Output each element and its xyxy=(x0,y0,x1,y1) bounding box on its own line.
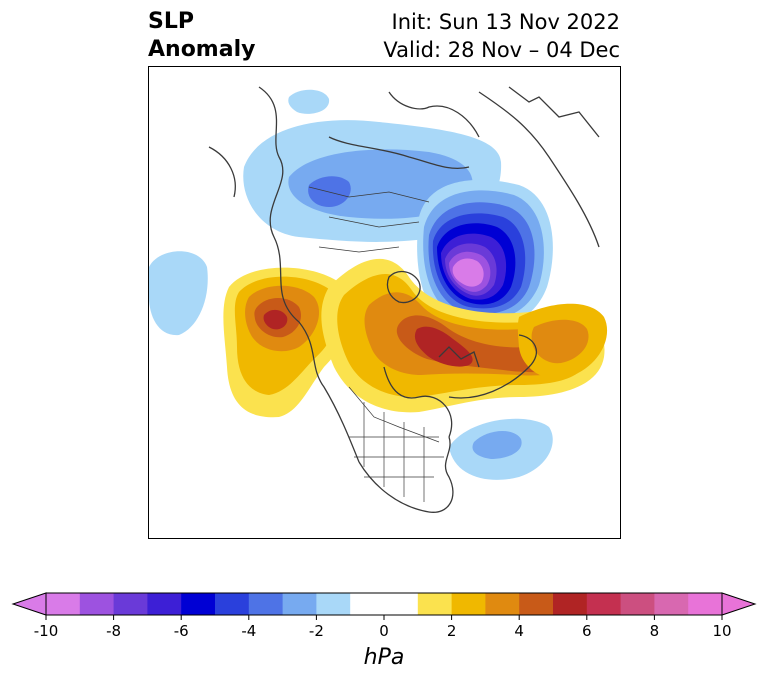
colorbar-cell xyxy=(417,593,453,615)
title-left: SLP Anomaly xyxy=(148,8,255,64)
colorbar-tick-label: 8 xyxy=(650,622,660,640)
colorbar-cell xyxy=(316,593,351,615)
colorbar-tick-label: 10 xyxy=(712,622,731,640)
colorbar-tick-label: 2 xyxy=(447,622,457,640)
colorbar-max-extend xyxy=(721,592,757,616)
colorbar: -10 -8 -6 -4 -2 0 2 4 6 8 10 xyxy=(11,592,757,640)
colorbar-cell xyxy=(586,593,622,615)
colorbar-cell xyxy=(248,593,284,615)
colorbar-unit-label: hPa xyxy=(363,645,405,670)
colorbar-min-extend xyxy=(11,592,47,616)
alaska-high xyxy=(223,267,354,418)
title-variable-type: Anomaly xyxy=(148,37,256,62)
colorbar-ticks: -10 -8 -6 -4 -2 0 2 4 6 8 10 xyxy=(34,615,732,640)
colorbar-cell xyxy=(79,593,115,615)
colorbar-tick-label: -6 xyxy=(174,622,189,640)
colorbar-cell xyxy=(519,593,554,615)
colorbar-cell xyxy=(147,593,182,615)
colorbar-cell xyxy=(485,593,520,615)
colorbar-tick-label: 4 xyxy=(514,622,524,640)
valid-range: Valid: 28 Nov – 04 Dec xyxy=(383,38,620,62)
colorbar-tick-label: -8 xyxy=(106,622,121,640)
colorbar-cell xyxy=(620,593,655,615)
colorbar-cell xyxy=(654,593,689,615)
colorbar-tick-label: 6 xyxy=(582,622,592,640)
arctic-low xyxy=(417,179,553,331)
colorbar-cell xyxy=(350,593,385,615)
colorbar-tick-label: -10 xyxy=(34,622,59,640)
init-date: Init: Sun 13 Nov 2022 xyxy=(391,10,620,34)
colorbar-cell xyxy=(451,593,486,615)
colorbar-tick-label: -4 xyxy=(241,622,256,640)
coastlines xyxy=(208,86,600,513)
colorbar-cell xyxy=(113,593,148,615)
borders xyxy=(308,186,444,502)
colorbar-cells xyxy=(11,592,757,616)
colorbar-cell xyxy=(181,593,216,615)
colorbar-tick-label: -2 xyxy=(309,622,324,640)
colorbar-tick-label: 0 xyxy=(379,622,389,640)
colorbar-cell xyxy=(553,593,588,615)
pacific-low xyxy=(149,251,208,336)
atlantic-low xyxy=(449,418,553,480)
title-right: Init: Sun 13 Nov 2022 Valid: 28 Nov – 04… xyxy=(383,8,620,64)
colorbar-cell xyxy=(282,593,317,615)
map-svg xyxy=(149,67,620,538)
colorbar-cell xyxy=(688,593,723,615)
anomaly-map xyxy=(148,66,621,539)
colorbar-cell xyxy=(384,593,419,615)
greenland-high xyxy=(517,303,608,379)
colorbar-cell xyxy=(46,593,81,615)
colorbar-cell xyxy=(215,593,250,615)
title-variable: SLP xyxy=(148,9,194,34)
